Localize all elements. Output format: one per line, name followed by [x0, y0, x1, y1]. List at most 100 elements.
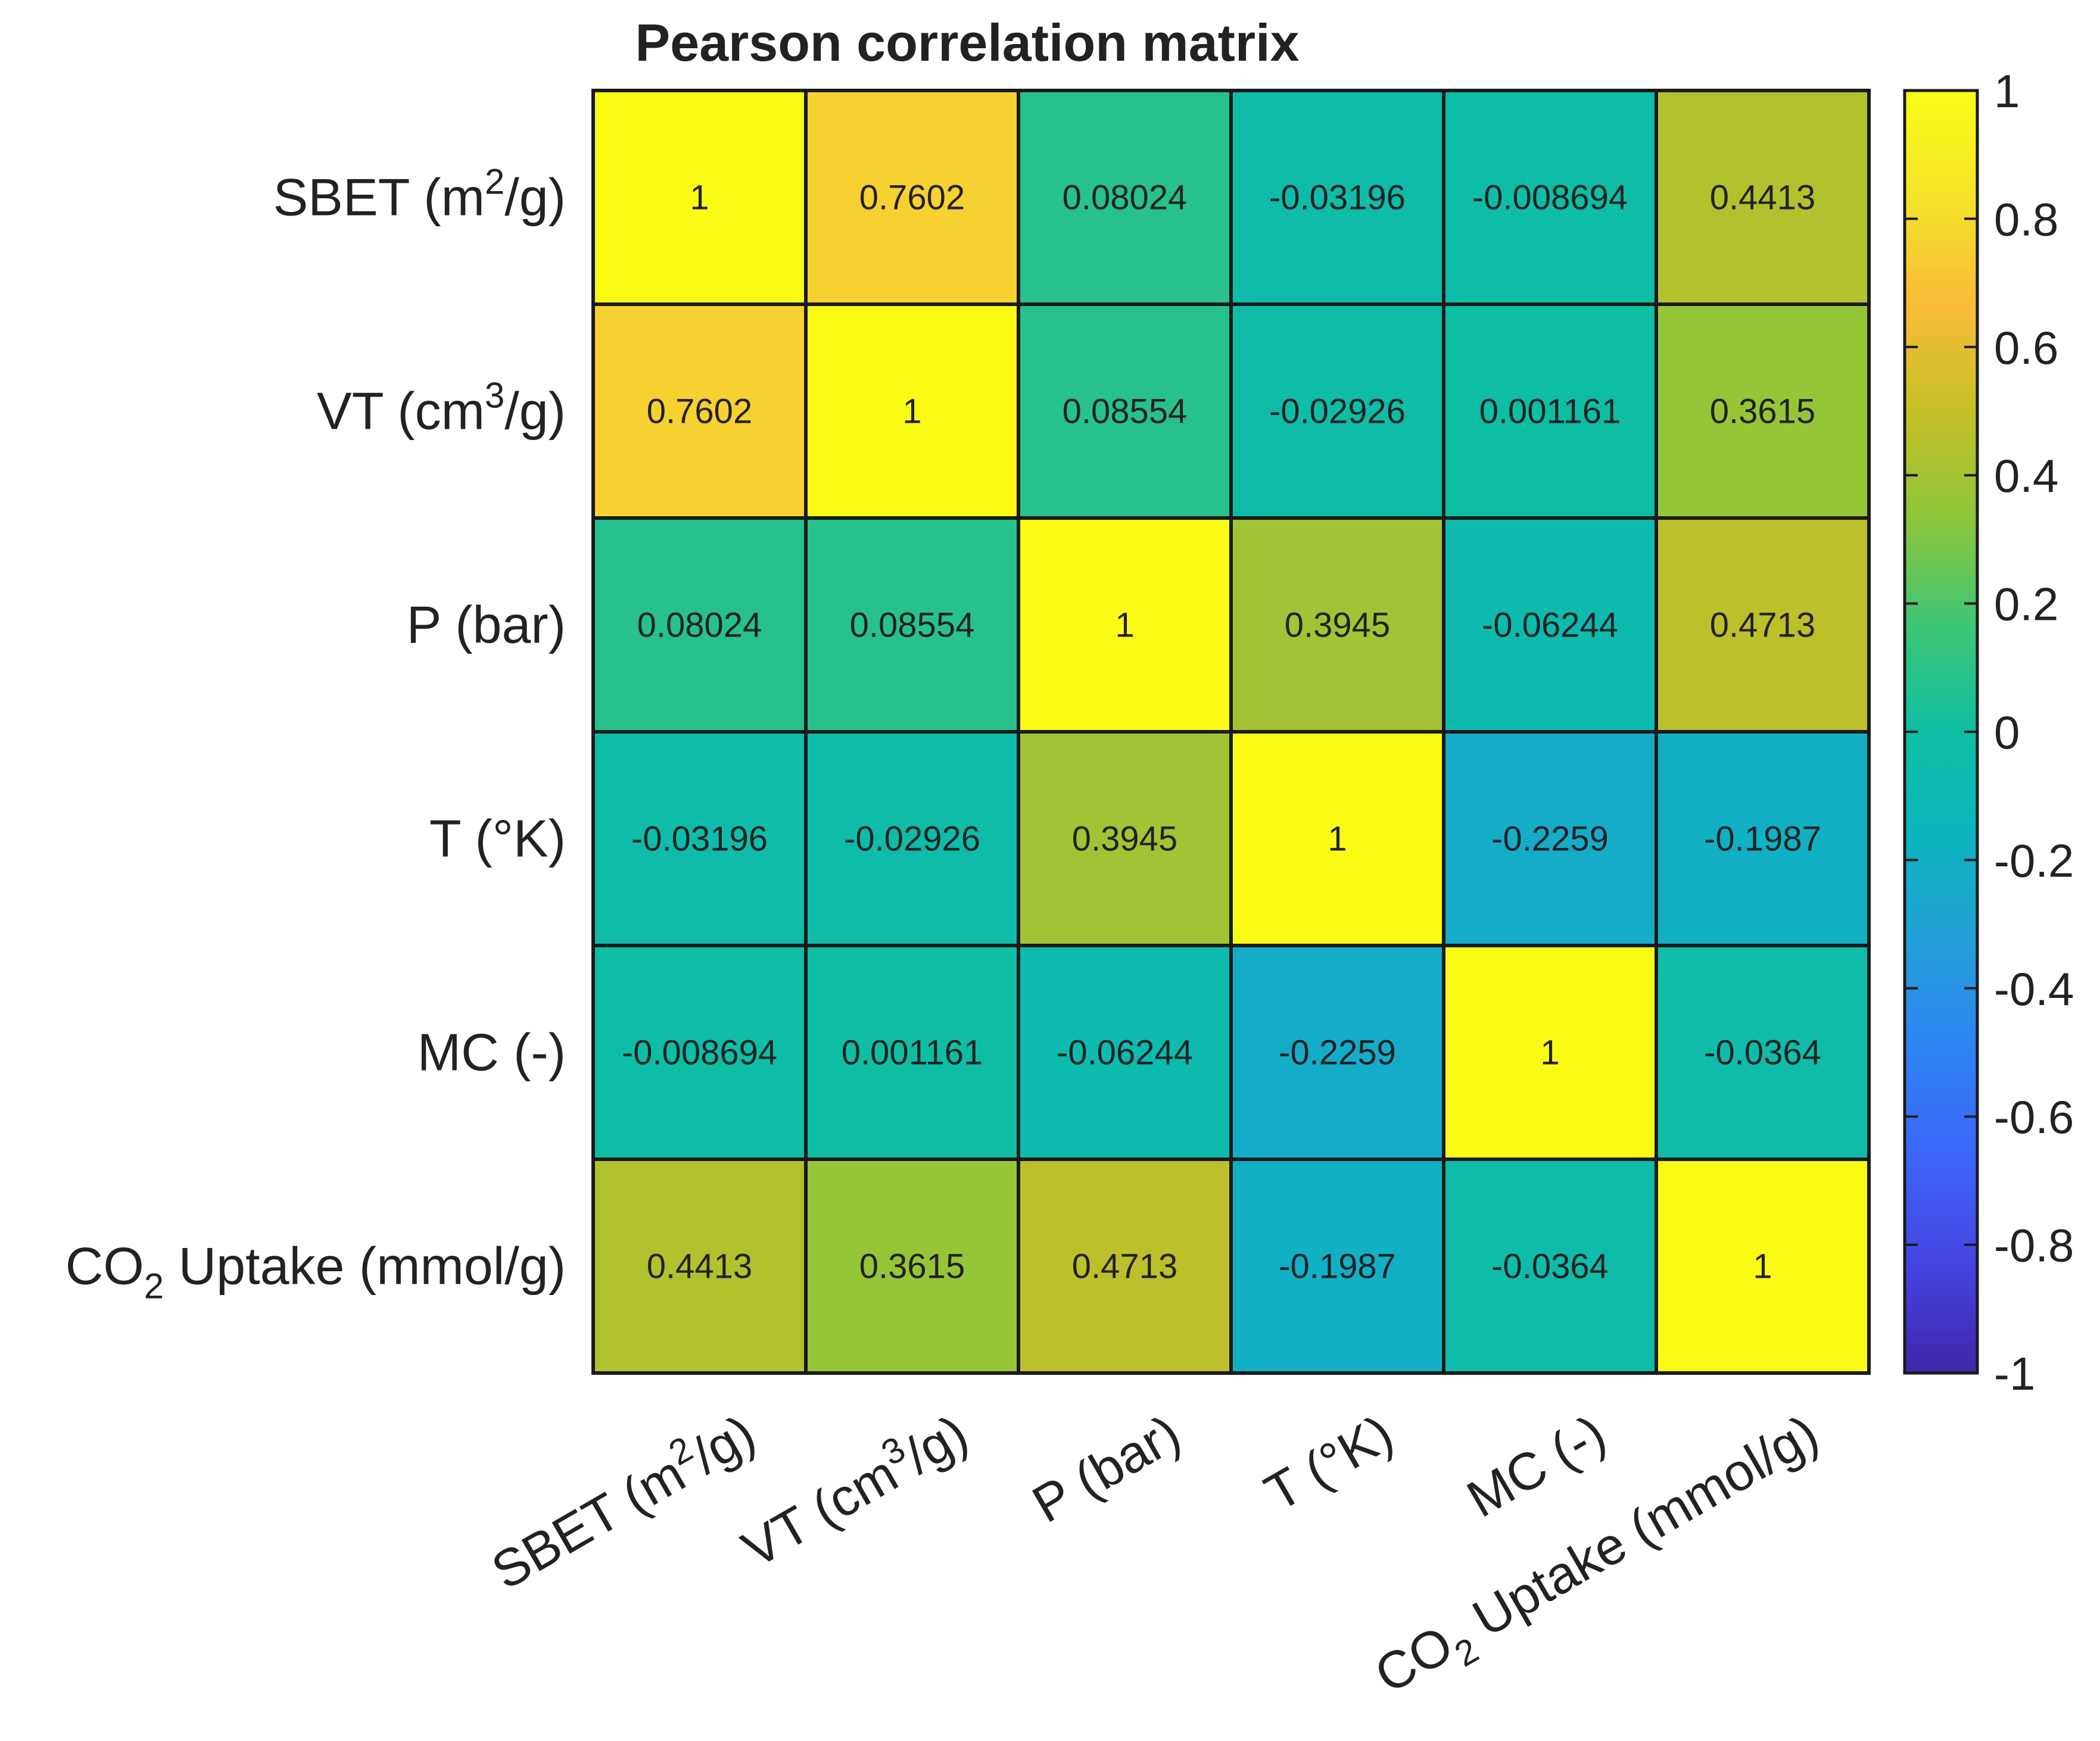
row-label-0-text: SBET (m — [273, 168, 485, 227]
cell-value-label-r0-c0: 1 — [690, 179, 709, 217]
row-label-3-text: T (°K) — [429, 809, 566, 868]
cell-value-label-r3-c2: 0.3945 — [1072, 820, 1177, 859]
column-label-0-text-rest: /g) — [683, 1403, 765, 1485]
heatmap-cell-r2-c3 — [1229, 516, 1445, 734]
colorbar-tick-label-4: -0.2 — [1994, 834, 2074, 887]
row-label-0: SBET (m2/g) — [273, 162, 566, 227]
column-label-2: P (bar) — [1023, 1403, 1190, 1534]
cell-value-label-r2-c0: 0.08024 — [637, 606, 762, 645]
cell-value-label-r5-c0: 0.4413 — [647, 1247, 752, 1286]
row-label-5-text: CO — [66, 1237, 144, 1296]
row-label-5: CO2 Uptake (mmol/g) — [66, 1237, 566, 1306]
heatmap-cell-r0-c1 — [804, 89, 1020, 306]
column-label-1: VT (cm3/g) — [730, 1398, 977, 1578]
row-label-5-text-rest: Uptake (mmol/g) — [164, 1237, 566, 1296]
cell-value-label-r4-c3: -0.2259 — [1279, 1034, 1396, 1072]
column-label-0-text: SBET (m — [482, 1444, 694, 1600]
cell-value-label-r1-c2: 0.08554 — [1063, 392, 1188, 431]
cell-value-label-r5-c5: 1 — [1753, 1247, 1772, 1286]
heatmap-cell-r1-c1 — [804, 302, 1020, 520]
column-label-3: T (°K) — [1255, 1403, 1403, 1522]
column-label-3-text: T (°K) — [1255, 1403, 1403, 1522]
cell-value-label-r2-c4: -0.06244 — [1482, 606, 1618, 645]
row-label-1-superscript: 3 — [485, 376, 504, 416]
heatmap-cell-r0-c2 — [1017, 89, 1233, 306]
cell-value-label-r4-c2: -0.06244 — [1057, 1034, 1193, 1072]
column-label-1-text-rest: /g) — [895, 1403, 977, 1485]
column-label-2-text: P (bar) — [1023, 1403, 1190, 1534]
cell-value-label-r2-c3: 0.3945 — [1285, 606, 1390, 645]
cell-value-label-r0-c2: 0.08024 — [1063, 179, 1188, 217]
cell-value-label-r4-c4: 1 — [1540, 1034, 1559, 1072]
heatmap-cell-r3-c3 — [1229, 730, 1445, 947]
row-label-1: VT (cm3/g) — [317, 376, 566, 441]
cell-value-label-r2-c5: 0.4713 — [1710, 606, 1815, 645]
heatmap-cell-r4-c0 — [591, 944, 808, 1161]
heatmap-cell-r4-c4 — [1442, 944, 1658, 1161]
column-labels: SBET (m2/g)VT (cm3/g) P (bar) T (°K) MC (-)… — [479, 1398, 1828, 1705]
column-label-5-text: CO — [1365, 1614, 1463, 1705]
heatmap-cell-r5-c3 — [1229, 1157, 1445, 1375]
heatmap-cell-r4-c2 — [1017, 944, 1233, 1161]
heatmap-cell-r0-c5 — [1655, 89, 1871, 306]
cell-value-label-r1-c1: 1 — [902, 392, 921, 431]
colorbar-tick-label-0: -1 — [1994, 1347, 2035, 1400]
cell-value-label-r3-c1: -0.02926 — [844, 820, 980, 859]
cell-value-label-r0-c1: 0.7602 — [859, 179, 965, 217]
row-label-4: MC (-) — [417, 1023, 566, 1082]
heatmap-cell-r3-c2 — [1017, 730, 1233, 947]
chart-title: Pearson correlation matrix — [635, 13, 1299, 72]
colorbar: -1 -0.8 -0.6 -0.4 -0.2 0 0.2 0.4 0.6 0.8 1 — [1903, 65, 2074, 1400]
heatmap-cell-r5-c0 — [591, 1157, 808, 1375]
colorbar-tick-label-6: 0.2 — [1994, 578, 2058, 631]
cell-value-label-r1-c0: 0.7602 — [647, 392, 752, 431]
heatmap-cell-r5-c5 — [1655, 1157, 1871, 1375]
row-label-1-text: VT (cm — [317, 382, 485, 441]
cell-value-label-r3-c0: -0.03196 — [631, 820, 768, 859]
cell-value-label-r4-c0: -0.008694 — [622, 1034, 777, 1072]
row-label-2: P (bar) — [407, 595, 566, 654]
row-label-5-subscript: 2 — [144, 1266, 164, 1306]
cell-value-label-r3-c3: 1 — [1328, 820, 1347, 859]
cell-value-label-r5-c3: -0.1987 — [1279, 1247, 1396, 1286]
column-label-1-text: VT (cm — [733, 1444, 908, 1579]
heatmap-cell-r3-c0 — [591, 730, 808, 947]
cell-value-label-r1-c4: 0.001161 — [1479, 392, 1621, 431]
colorbar-tick-label-5: 0 — [1994, 706, 2020, 759]
cell-value-label-r3-c5: -0.1987 — [1704, 820, 1821, 859]
heatmap-cell-r4-c3 — [1229, 944, 1445, 1161]
row-label-0-superscript: 2 — [485, 162, 504, 202]
heatmap-cell-r3-c4 — [1442, 730, 1658, 947]
heatmap-cell-r4-c5 — [1655, 944, 1871, 1161]
cell-value-label-r4-c5: -0.0364 — [1704, 1034, 1821, 1072]
colorbar-tick-label-9: 0.8 — [1994, 193, 2058, 245]
heatmap-cell-r3-c5 — [1655, 730, 1871, 947]
colorbar-tick-label-10: 1 — [1994, 65, 2020, 117]
cell-value-label-r5-c2: 0.4713 — [1072, 1247, 1177, 1286]
row-labels: SBET (m2/g)VT (cm3/g)P (bar)T (°K)MC (-)… — [66, 162, 566, 1306]
colorbar-tick-label-7: 0.4 — [1994, 450, 2058, 502]
colorbar-tick-label-1: -0.8 — [1994, 1219, 2074, 1272]
cell-value-label-r5-c1: 0.3615 — [859, 1247, 965, 1286]
cell-value-label-r1-c5: 0.3615 — [1710, 392, 1815, 431]
cell-value-label-r1-c3: -0.02926 — [1269, 392, 1406, 431]
heatmap-cell-r0-c0 — [591, 89, 808, 306]
heatmap-cell-r2-c5 — [1655, 516, 1871, 734]
heatmap-cell-r3-c1 — [804, 730, 1020, 947]
row-label-3: T (°K) — [429, 809, 566, 868]
row-label-2-text: P (bar) — [407, 595, 566, 654]
row-label-1-text-rest: /g) — [504, 382, 566, 441]
heatmap-cell-r2-c1 — [804, 516, 1020, 734]
row-label-0-text-rest: /g) — [504, 168, 566, 227]
heatmap-cell-r2-c4 — [1442, 516, 1658, 734]
row-label-4-text: MC (-) — [417, 1023, 566, 1082]
cell-value-label-r3-c4: -0.2259 — [1491, 820, 1609, 859]
cell-value-label-r2-c2: 1 — [1115, 606, 1134, 645]
column-label-0: SBET (m2/g) — [479, 1398, 765, 1600]
cell-value-label-r0-c4: -0.008694 — [1472, 179, 1628, 217]
cell-value-label-r4-c1: 0.001161 — [842, 1034, 983, 1072]
colorbar-tick-label-8: 0.6 — [1994, 322, 2058, 374]
cell-value-label-r0-c5: 0.4413 — [1710, 179, 1815, 217]
heatmap-cell-r1-c5 — [1655, 302, 1871, 520]
